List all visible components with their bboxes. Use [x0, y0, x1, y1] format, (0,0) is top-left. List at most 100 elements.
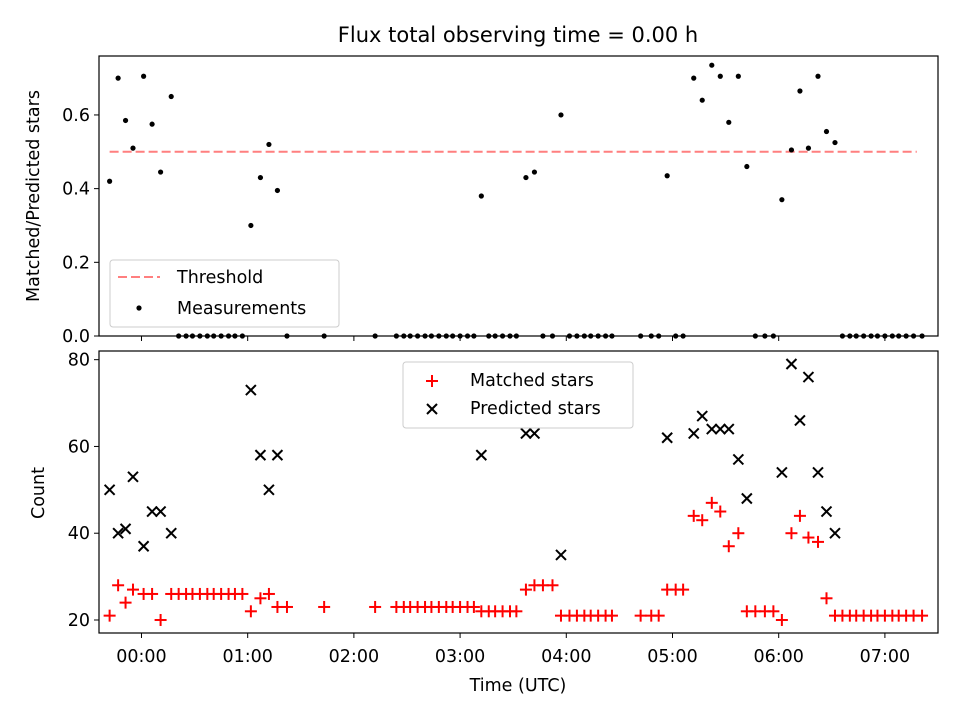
- x-tick-label: 05:00: [647, 647, 697, 667]
- measurements-legend-label: Measurements: [177, 299, 306, 319]
- measurement-point: [183, 333, 189, 339]
- measurement-point: [422, 333, 428, 339]
- measurement-point: [523, 174, 529, 181]
- measurement-point: [197, 333, 203, 339]
- matched-star-point: [705, 496, 718, 509]
- measurement-point: [428, 333, 435, 339]
- matched-star-point: [467, 600, 480, 613]
- measurement-point: [232, 333, 238, 339]
- measurement-point: [204, 333, 210, 339]
- matched-legend-label: Matched stars: [470, 371, 594, 391]
- measurement-point: [919, 333, 925, 339]
- measurement-point: [752, 333, 758, 339]
- measurement-point: [149, 121, 155, 127]
- bottom-legend: Matched stars Predicted stars: [402, 361, 634, 429]
- predicted-star-point: [696, 410, 708, 422]
- predicted-star-point: [245, 384, 257, 396]
- measurement-point: [393, 333, 399, 339]
- measurement-point: [507, 333, 513, 339]
- predicted-star-point: [528, 427, 541, 440]
- measurement-point: [157, 169, 164, 175]
- top-legend-box: [109, 259, 340, 328]
- predicted-star-point: [661, 432, 673, 444]
- matched-star-point: [820, 592, 833, 605]
- matched-star-point: [546, 579, 559, 592]
- predicted-star-point: [741, 492, 753, 505]
- matched-star-point: [103, 609, 116, 622]
- measurement-point: [735, 73, 741, 79]
- predicted-star-point: [820, 505, 833, 518]
- matched-star-point: [605, 609, 618, 622]
- measurement-point: [471, 333, 477, 339]
- matched-star-point: [519, 583, 532, 596]
- measurement-point: [699, 97, 705, 103]
- predicted-star-point: [271, 449, 284, 461]
- measurement-point: [443, 333, 449, 339]
- x-tick-label: 02:00: [329, 647, 379, 667]
- bottom-y-tick-label: 40: [68, 524, 90, 544]
- predicted-star-point: [263, 484, 275, 496]
- measurement-point: [709, 62, 715, 68]
- measurement-point: [478, 193, 484, 199]
- top-y-tick-label: 0.4: [62, 180, 90, 200]
- x-tick-label: 01:00: [222, 647, 272, 667]
- measurement-point: [717, 73, 723, 79]
- matched-star-point: [767, 605, 780, 618]
- matched-star-point: [785, 527, 798, 540]
- measurement-point: [762, 333, 768, 339]
- measurement-point: [797, 88, 803, 94]
- measurements-legend-swatch: [136, 305, 142, 311]
- matched-star-point: [236, 587, 249, 600]
- measurement-point: [141, 73, 147, 79]
- top-y-tick-label: 0.6: [62, 106, 90, 126]
- matched-star-point: [318, 600, 331, 613]
- measurement-point: [513, 333, 519, 339]
- predicted-star-point: [794, 414, 806, 427]
- measurement-point: [726, 119, 732, 125]
- threshold-legend-label: Threshold: [176, 268, 263, 288]
- predicted-star-point: [829, 527, 841, 539]
- measurement-point: [903, 333, 909, 339]
- matched-star-point: [714, 505, 727, 518]
- measurement-point: [910, 333, 917, 339]
- measurement-point: [436, 333, 442, 339]
- measurement-point: [691, 75, 697, 81]
- matched-star-point: [146, 587, 159, 600]
- x-tick-label: 07:00: [860, 647, 910, 667]
- measurement-point: [680, 333, 686, 339]
- measurement-point: [274, 187, 281, 194]
- matched-star-point: [126, 583, 139, 596]
- measurement-point: [609, 333, 615, 339]
- matched-star-point: [652, 609, 665, 622]
- predicted-star-point: [103, 484, 116, 496]
- measurement-point: [664, 173, 670, 179]
- bottom-legend-box: [402, 361, 634, 429]
- measurement-point: [549, 333, 556, 339]
- x-tick-label: 03:00: [435, 647, 485, 667]
- predicted-star-point: [802, 371, 815, 383]
- measurement-point: [638, 333, 644, 339]
- measurement-point: [779, 197, 785, 203]
- measurement-point: [889, 333, 895, 339]
- measurement-point: [595, 333, 601, 339]
- measurement-point: [415, 333, 421, 339]
- measurement-point: [284, 333, 290, 339]
- measurement-point: [115, 75, 121, 81]
- predicted-star-point: [137, 540, 150, 552]
- matched-star-point: [916, 609, 929, 622]
- measurement-point: [218, 333, 224, 339]
- matched-star-point: [634, 609, 647, 622]
- matched-star-point: [775, 613, 788, 626]
- measurement-point: [107, 178, 113, 184]
- matched-star-point: [254, 592, 267, 605]
- top-y-axis-label: Matched/Predicted stars: [24, 90, 44, 302]
- predicted-star-point: [127, 471, 139, 483]
- measurement-point: [122, 117, 129, 124]
- measurement-point: [566, 333, 573, 339]
- measurement-point: [588, 333, 594, 339]
- measurement-point: [266, 141, 272, 148]
- flux-ratio-panel: 0.0 0.2 0.4 0.6 Matched/Predicted stars Thr…: [24, 55, 939, 347]
- matched-star-point: [696, 514, 709, 527]
- measurement-point: [130, 145, 136, 151]
- measurement-point: [744, 163, 750, 170]
